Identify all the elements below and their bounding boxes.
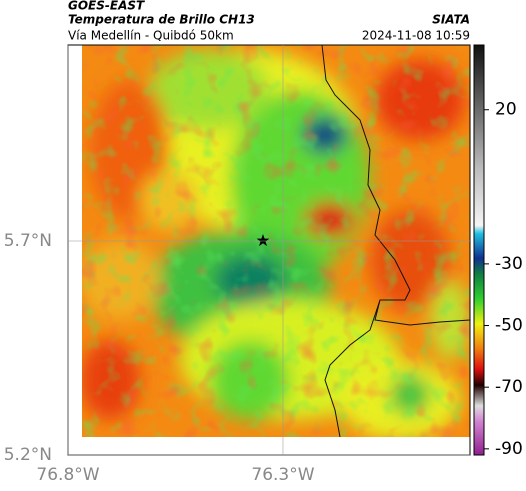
y-tick-label: 5.2°N: [4, 445, 52, 465]
colorbar-tick-label: 20: [495, 100, 517, 120]
caption: Vía Medellín - Quibdó 50km: [68, 29, 234, 43]
title: GOES-EAST: [68, 0, 145, 13]
colorbar: [473, 44, 485, 456]
source: SIATA: [432, 13, 470, 27]
satellite-image: [82, 45, 470, 437]
x-tick-label: 76.8°W: [36, 465, 99, 485]
colorbar-tick-label: -90: [495, 439, 523, 459]
datetime: 2024-11-08 10:59: [362, 29, 470, 43]
colorbar-tick-label: -50: [495, 316, 523, 336]
x-tick-label: 76.3°W: [251, 465, 314, 485]
colorbar-tick-label: -70: [495, 377, 523, 397]
border: [321, 44, 471, 438]
colorbar-tick-label: -30: [495, 254, 523, 274]
subtitle: Temperatura de Brillo CH13: [68, 13, 255, 27]
location-marker: [256, 234, 270, 247]
y-tick-label: 5.7°N: [4, 231, 52, 251]
